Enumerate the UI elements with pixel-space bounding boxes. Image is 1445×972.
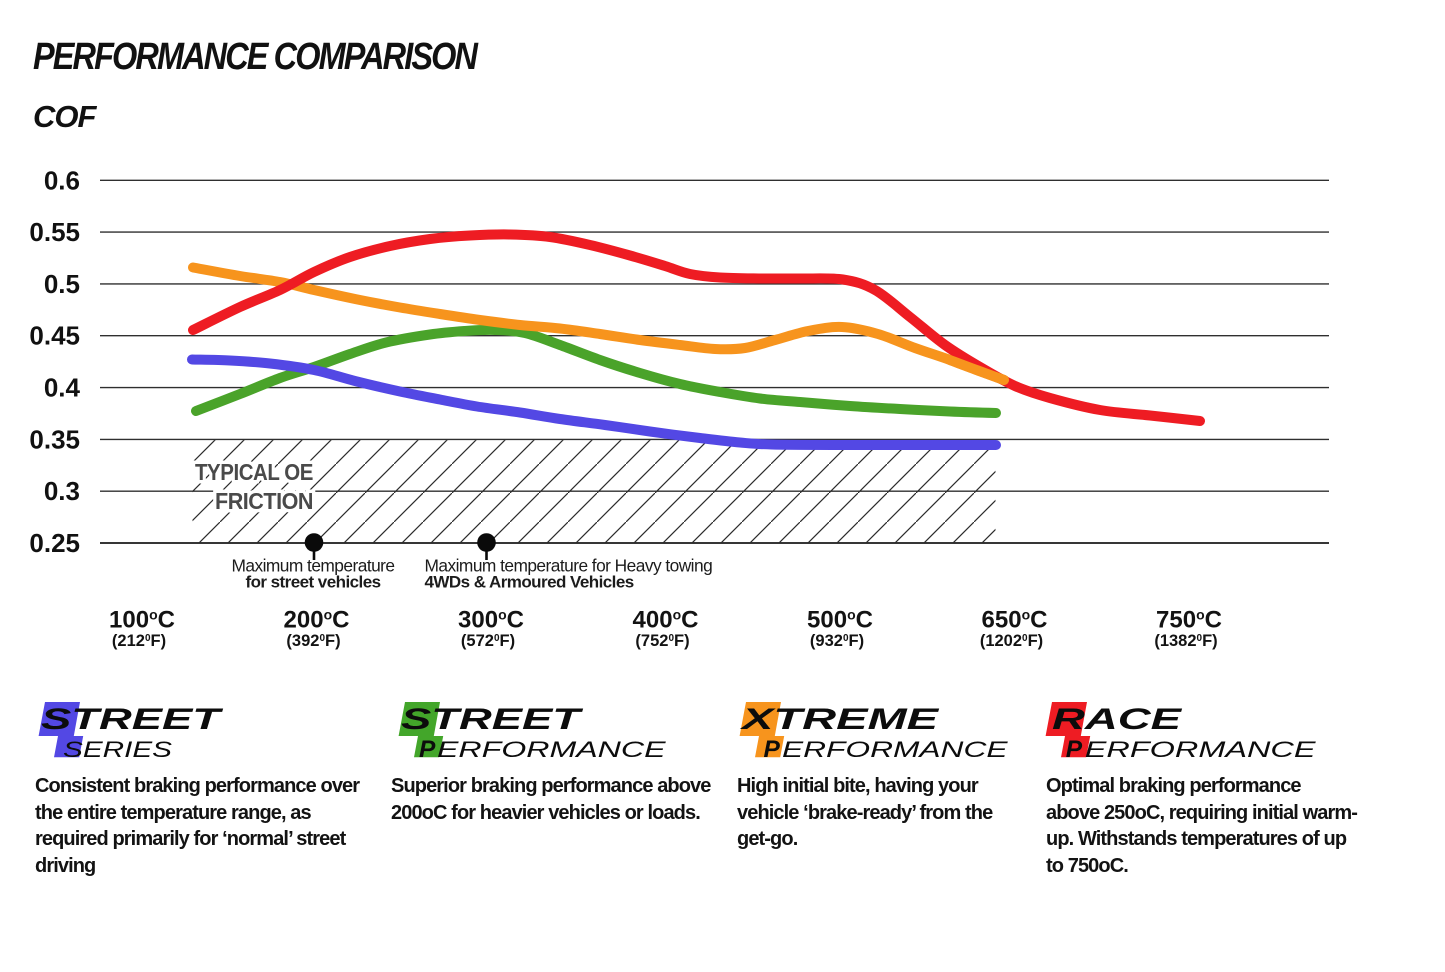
svg-text:0.45: 0.45 [29,321,80,351]
svg-text:STREET: STREET [41,703,224,736]
svg-text:ERFORMANCE: ERFORMANCE [782,737,1008,762]
svg-text:650oC: 650oC [982,607,1048,634]
svg-text:0.6: 0.6 [44,165,80,195]
svg-text:200oC: 200oC [284,607,350,634]
svg-text:ERFORMANCE: ERFORMANCE [437,737,666,762]
svg-text:for street vehicles: for street vehicles [245,573,380,592]
svg-text:(9320F): (9320F) [810,632,864,650]
svg-text:0.25: 0.25 [29,528,80,558]
svg-text:Maximum temperature: Maximum temperature [231,556,394,576]
svg-text:4WDs & Armoured Vehicles: 4WDs & Armoured Vehicles [425,573,634,592]
svg-text:0.3: 0.3 [44,476,80,506]
svg-text:0.35: 0.35 [29,424,80,454]
svg-text:SERIES: SERIES [63,737,172,762]
svg-text:500oC: 500oC [807,607,873,634]
svg-text:(2120F): (2120F) [112,632,166,650]
svg-text:STREET: STREET [401,703,584,736]
svg-text:750oC: 750oC [1156,607,1222,634]
svg-text:(3920F): (3920F) [286,632,340,650]
svg-text:300oC: 300oC [458,607,524,634]
svg-text:XTREME: XTREME [739,703,940,736]
svg-text:P: P [1065,736,1082,763]
svg-text:(12020F): (12020F) [980,632,1043,650]
svg-text:0.55: 0.55 [29,217,80,247]
svg-text:RACE: RACE [1052,703,1182,736]
svg-text:100oC: 100oC [109,607,175,634]
svg-text:P: P [764,736,781,763]
svg-text:ERFORMANCE: ERFORMANCE [1084,737,1315,762]
svg-text:(7520F): (7520F) [635,632,689,650]
svg-text:FRICTION: FRICTION [215,488,313,514]
svg-text:400oC: 400oC [633,607,699,634]
svg-text:P: P [419,736,436,763]
svg-text:0.4: 0.4 [44,373,81,403]
svg-text:TYPICAL OE: TYPICAL OE [195,459,313,485]
svg-text:(13820F): (13820F) [1154,632,1217,650]
svg-text:0.5: 0.5 [44,269,80,299]
svg-text:Maximum temperature for Heavy: Maximum temperature for Heavy towing [425,556,713,576]
svg-text:(5720F): (5720F) [461,632,515,650]
